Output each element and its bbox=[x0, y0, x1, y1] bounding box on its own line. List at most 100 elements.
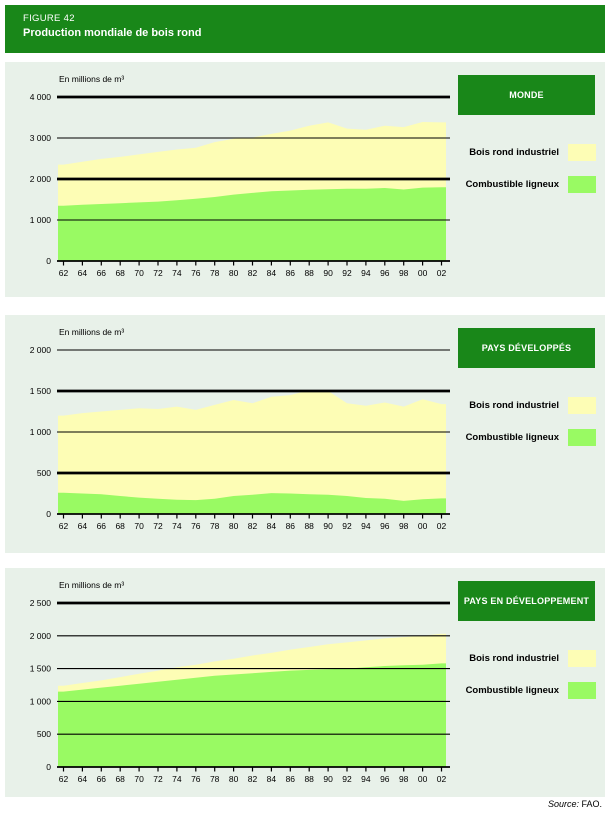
legend-monde: Bois rond industriel Combustible ligneux bbox=[458, 144, 596, 208]
svg-text:80: 80 bbox=[229, 521, 239, 531]
svg-text:74: 74 bbox=[172, 521, 182, 531]
svg-text:68: 68 bbox=[115, 268, 125, 278]
legend-item-fuelwood: Combustible ligneux bbox=[458, 176, 596, 193]
legend-item-fuelwood: Combustible ligneux bbox=[458, 429, 596, 446]
y-axis-unit-label: En millions de m³ bbox=[59, 74, 125, 84]
legend-label-industrial: Bois rond industriel bbox=[469, 400, 559, 411]
svg-text:76: 76 bbox=[191, 774, 201, 784]
svg-text:2 000: 2 000 bbox=[30, 174, 52, 184]
svg-text:00: 00 bbox=[418, 521, 428, 531]
svg-text:94: 94 bbox=[361, 521, 371, 531]
svg-text:64: 64 bbox=[78, 521, 88, 531]
svg-text:94: 94 bbox=[361, 268, 371, 278]
svg-text:4 000: 4 000 bbox=[30, 92, 52, 102]
svg-text:64: 64 bbox=[78, 774, 88, 784]
svg-text:62: 62 bbox=[59, 521, 69, 531]
svg-text:68: 68 bbox=[115, 521, 125, 531]
svg-text:92: 92 bbox=[342, 774, 352, 784]
legend-pays-developpes: Bois rond industriel Combustible ligneux bbox=[458, 397, 596, 461]
svg-text:88: 88 bbox=[304, 774, 314, 784]
svg-text:88: 88 bbox=[304, 268, 314, 278]
svg-text:02: 02 bbox=[437, 774, 447, 784]
figure-title: Production mondiale de bois rond bbox=[23, 27, 202, 39]
svg-text:64: 64 bbox=[78, 268, 88, 278]
svg-text:78: 78 bbox=[210, 521, 220, 531]
svg-text:500: 500 bbox=[37, 729, 51, 739]
legend-pays-en-developpement: Bois rond industriel Combustible ligneux bbox=[458, 650, 596, 714]
svg-text:86: 86 bbox=[286, 521, 296, 531]
svg-text:86: 86 bbox=[286, 774, 296, 784]
svg-text:90: 90 bbox=[323, 521, 333, 531]
svg-text:98: 98 bbox=[399, 774, 409, 784]
svg-text:0: 0 bbox=[46, 256, 51, 266]
svg-text:76: 76 bbox=[191, 521, 201, 531]
chart-panel-pays-developpes: En millions de m³ 0 500 1 000 1 500 2 000 62 6… bbox=[5, 315, 605, 553]
svg-text:00: 00 bbox=[418, 268, 428, 278]
svg-text:98: 98 bbox=[399, 268, 409, 278]
legend-label-fuelwood: Combustible ligneux bbox=[465, 432, 559, 443]
area-chart-monde: 0 1 000 2 000 3 000 4 000 62 64 66 68 70 72 74 76 78 8… bbox=[30, 92, 450, 278]
svg-text:84: 84 bbox=[267, 268, 277, 278]
svg-text:1 000: 1 000 bbox=[30, 215, 52, 225]
chart-panel-pays-en-developpement: En millions de m³ 0 500 1 000 1 500 2 000 2 5… bbox=[5, 568, 605, 797]
svg-text:2 000: 2 000 bbox=[30, 631, 52, 641]
svg-text:72: 72 bbox=[153, 521, 163, 531]
svg-text:1 000: 1 000 bbox=[30, 696, 52, 706]
svg-text:62: 62 bbox=[59, 268, 69, 278]
legend-swatch-fuelwood bbox=[568, 682, 596, 699]
source-note: Source: FAO. bbox=[548, 799, 602, 809]
area-fuelwood bbox=[58, 663, 446, 767]
svg-text:82: 82 bbox=[248, 521, 258, 531]
svg-text:80: 80 bbox=[229, 268, 239, 278]
y-axis-unit-label: En millions de m³ bbox=[59, 327, 125, 337]
svg-text:0: 0 bbox=[46, 762, 51, 772]
svg-text:70: 70 bbox=[134, 268, 144, 278]
svg-text:74: 74 bbox=[172, 268, 182, 278]
area-fuelwood bbox=[58, 187, 446, 261]
svg-text:1 500: 1 500 bbox=[30, 664, 52, 674]
svg-text:80: 80 bbox=[229, 774, 239, 784]
legend-label-fuelwood: Combustible ligneux bbox=[465, 685, 559, 696]
chart-panel-monde: En millions de m³ 0 1 000 2 000 3 000 4 000 6… bbox=[5, 62, 605, 297]
legend-swatch-industrial bbox=[568, 650, 596, 667]
x-ticks-and-labels: 62 64 66 68 70 72 74 76 78 80 82 84 86 88 90 92 94 96 98 00… bbox=[59, 261, 447, 278]
svg-text:70: 70 bbox=[134, 521, 144, 531]
svg-text:90: 90 bbox=[323, 774, 333, 784]
svg-text:82: 82 bbox=[248, 268, 258, 278]
svg-text:2 500: 2 500 bbox=[30, 598, 52, 608]
svg-text:76: 76 bbox=[191, 268, 201, 278]
svg-text:96: 96 bbox=[380, 268, 390, 278]
svg-text:74: 74 bbox=[172, 774, 182, 784]
svg-text:00: 00 bbox=[418, 774, 428, 784]
svg-text:70: 70 bbox=[134, 774, 144, 784]
legend-label-industrial: Bois rond industriel bbox=[469, 147, 559, 158]
legend-item-industrial: Bois rond industriel bbox=[458, 397, 596, 414]
svg-text:3 000: 3 000 bbox=[30, 133, 52, 143]
legend-swatch-fuelwood bbox=[568, 429, 596, 446]
source-text: FAO. bbox=[578, 799, 602, 809]
legend-label-industrial: Bois rond industriel bbox=[469, 653, 559, 664]
svg-text:90: 90 bbox=[323, 268, 333, 278]
svg-text:02: 02 bbox=[437, 268, 447, 278]
region-badge-pays-developpes: PAYS DÉVELOPPÉS bbox=[458, 328, 595, 368]
svg-text:0: 0 bbox=[46, 509, 51, 519]
svg-text:84: 84 bbox=[267, 521, 277, 531]
svg-text:1 500: 1 500 bbox=[30, 386, 52, 396]
svg-text:78: 78 bbox=[210, 774, 220, 784]
svg-text:66: 66 bbox=[97, 774, 107, 784]
legend-item-industrial: Bois rond industriel bbox=[458, 144, 596, 161]
area-chart-pays-en-developpement: 0 500 1 000 1 500 2 000 2 500 62 64 66 68 70 72 74 76… bbox=[30, 598, 450, 784]
legend-label-fuelwood: Combustible ligneux bbox=[465, 179, 559, 190]
svg-text:96: 96 bbox=[380, 521, 390, 531]
svg-text:66: 66 bbox=[97, 268, 107, 278]
svg-text:94: 94 bbox=[361, 774, 371, 784]
svg-text:66: 66 bbox=[97, 521, 107, 531]
legend-item-fuelwood: Combustible ligneux bbox=[458, 682, 596, 699]
svg-text:68: 68 bbox=[115, 774, 125, 784]
svg-text:86: 86 bbox=[286, 268, 296, 278]
x-ticks-and-labels: 62 64 66 68 70 72 74 76 78 80 82 84 86 88 90 92 94 96 98 00… bbox=[59, 767, 447, 784]
svg-text:82: 82 bbox=[248, 774, 258, 784]
svg-text:92: 92 bbox=[342, 268, 352, 278]
legend-swatch-industrial bbox=[568, 144, 596, 161]
